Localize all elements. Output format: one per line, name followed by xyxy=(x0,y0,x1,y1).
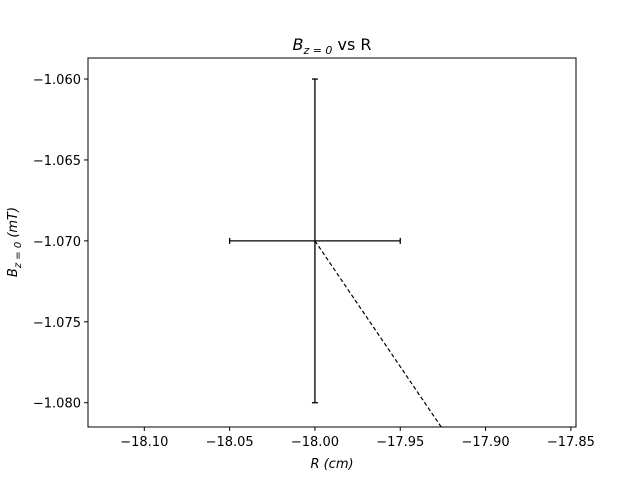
x-tick-label: −17.90 xyxy=(462,435,510,450)
y-tick-label: −1.080 xyxy=(33,397,81,412)
x-tick-label: −18.05 xyxy=(206,435,254,450)
x-tick-label: −18.00 xyxy=(291,435,339,450)
plot-area xyxy=(88,58,576,427)
chart-title-suffix: vs R xyxy=(332,35,371,54)
chart-title-sub: z = 0 xyxy=(302,44,332,57)
y-axis: −1.060 −1.065 −1.070 −1.075 −1.080 xyxy=(33,73,88,412)
fit-line xyxy=(314,240,442,428)
chart-title: Bz = 0 vs R xyxy=(292,35,371,57)
x-tick-label: −17.85 xyxy=(547,435,595,450)
chart-title-main: B xyxy=(292,35,303,54)
data-marks xyxy=(228,78,442,428)
y-tick-label: −1.065 xyxy=(33,154,81,169)
y-axis-label-suffix: (mT) xyxy=(6,207,21,242)
y-tick-label: −1.075 xyxy=(33,316,81,331)
y-axis-label-main: B xyxy=(6,268,21,277)
x-tick-label: −18.10 xyxy=(120,435,168,450)
y-axis-label-sub: z = 0 xyxy=(13,242,24,269)
x-axis-label: R (cm) xyxy=(310,457,353,472)
y-axis-label: Bz = 0 (mT) xyxy=(6,207,24,277)
x-tick-label: −17.95 xyxy=(376,435,424,450)
y-tick-label: −1.070 xyxy=(33,235,81,250)
x-axis: −18.10 −18.05 −18.00 −17.95 −17.90 −17.85 xyxy=(120,427,595,450)
y-tick-label: −1.060 xyxy=(33,73,81,88)
plot-frame xyxy=(87,57,577,428)
